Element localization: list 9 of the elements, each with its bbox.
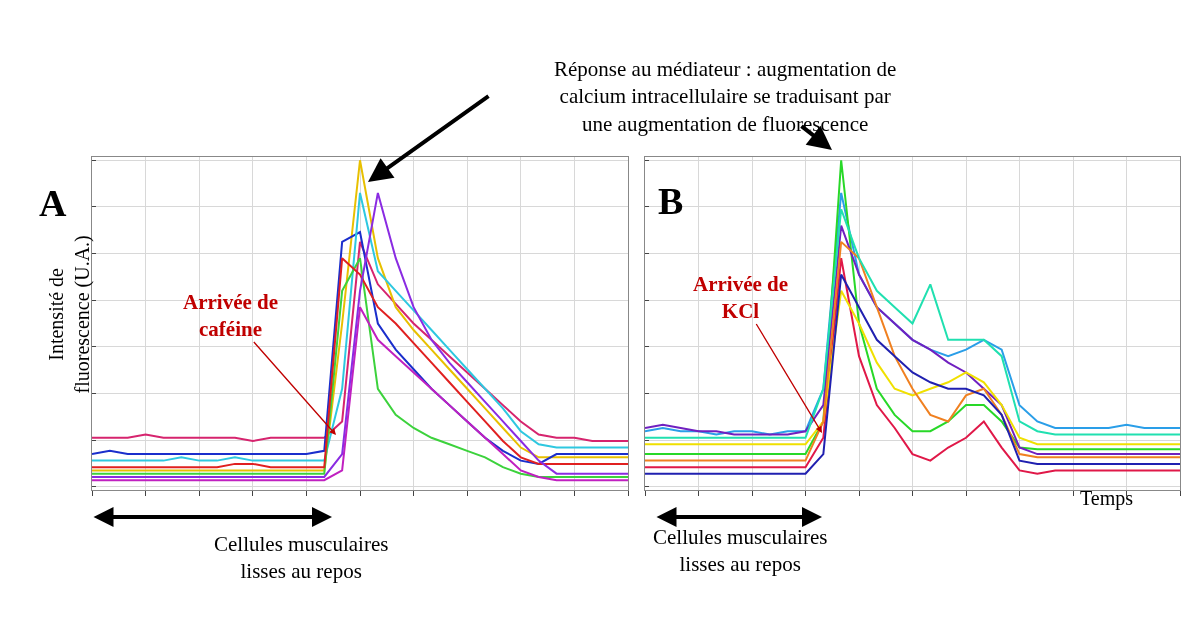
x-axis-title: Temps [1080, 487, 1134, 510]
text: Cellules musculaires lisses au repos [653, 525, 828, 577]
annotation: Arrivée de KCl [693, 272, 789, 324]
text: Réponse au médiateur : augmentation de calcium intracellulaire se traduisant par une augmentation de fluorescence [554, 57, 897, 136]
text: Cellules musculaires lisses au repos [214, 532, 389, 584]
annotation: Arrivée de caféine [183, 290, 279, 342]
y-axis-title: Intensité de fluorescence (U.A.) [44, 235, 94, 394]
text: B [658, 180, 684, 222]
text: A [39, 182, 67, 224]
